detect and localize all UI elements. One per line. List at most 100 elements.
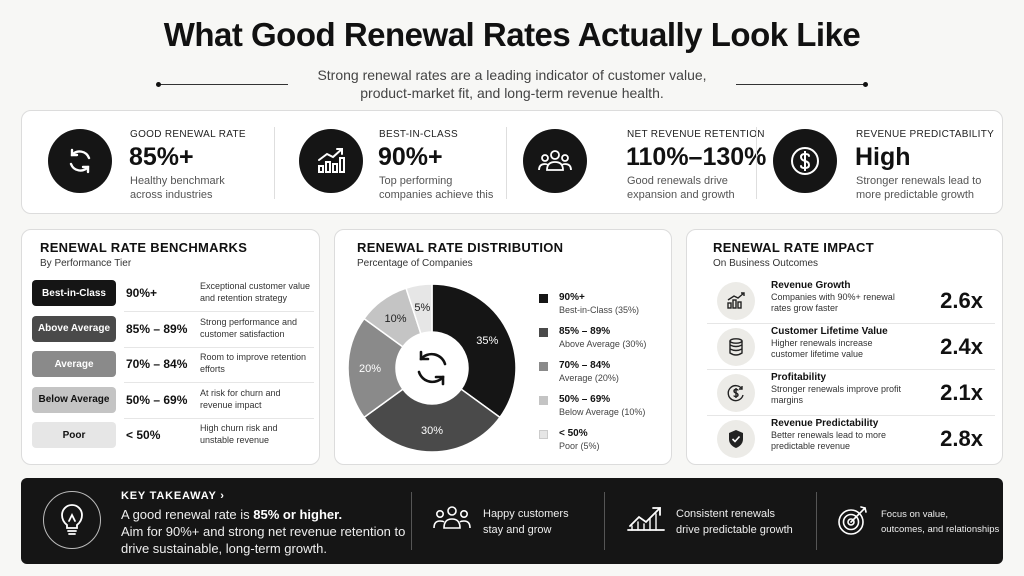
takeaway-item-consistent-renewals: Consistent renewals drive predictable gr… [624, 478, 824, 564]
legend-range: 70% – 84% [559, 360, 611, 371]
kpi-note: Good renewals drive expansion and growth [627, 175, 735, 201]
takeaway-item-text: Consistent renewals drive predictable gr… [676, 506, 793, 538]
pie-slice [362, 388, 502, 453]
takeaway-divider [411, 492, 412, 550]
lightbulb-icon [43, 491, 101, 549]
kpi-label: GOOD RENEWAL RATE [130, 129, 246, 140]
kpi-label: NET REVENUE RETENTION [627, 129, 765, 140]
takeaway-item-text: Happy customers stay and grow [483, 506, 569, 538]
tier-description: At risk for churn and revenue impact [200, 387, 281, 410]
kpi-value: High [855, 143, 911, 171]
tier-row: Below Average 50% – 69% At risk for churn … [32, 385, 314, 419]
tier-row: Average 70% – 84% Room to improve retentio… [32, 349, 314, 383]
takeaway-item-happy-customers: Happy customers stay and grow [431, 478, 601, 564]
dollar-icon [773, 129, 837, 193]
row-divider [707, 369, 995, 370]
tier-pill: Above Average [32, 315, 116, 342]
takeaway-item-line: Focus on value, [881, 509, 949, 520]
subtitle-line-2: product-market fit, and long-term revenu… [360, 85, 664, 101]
legend-tier: Above Average (30%) [559, 339, 647, 349]
row-divider [124, 382, 314, 383]
row-divider [707, 323, 995, 324]
tier-row: Best-in-Class 90%+ Exceptional customer va… [32, 278, 314, 312]
takeaway-item-line: stay and grow [483, 524, 552, 536]
impact-row-description: Better renewals lead to more predictable… [771, 430, 887, 451]
coins-icon [717, 328, 755, 366]
takeaway-item-text: Focus on value, outcomes, and relationsh… [881, 507, 999, 537]
people-icon [523, 129, 587, 193]
legend-range: 85% – 89% [559, 326, 611, 337]
takeaway-text-prefix: A good renewal rate is [121, 507, 254, 522]
title-rule-right [736, 82, 868, 87]
refresh-icon [417, 350, 447, 386]
kpi-divider [756, 127, 757, 199]
impact-row-description: Higher renewals increase customer lifeti… [771, 338, 873, 359]
takeaway-divider [816, 492, 817, 550]
legend-swatch [539, 430, 548, 439]
impact-subtitle: On Business Outcomes [713, 258, 819, 269]
kpi-best-in-class: BEST-IN-CLASS 90%+ Top performing compan… [277, 111, 502, 215]
takeaway-item-line: Happy customers [483, 508, 569, 520]
takeaway-item-line: outcomes, and relationships [881, 524, 1000, 535]
impact-row: Revenue Growth Companies with 90%+ renewa… [697, 278, 995, 324]
row-divider [124, 311, 314, 312]
kpi-label: REVENUE PREDICTABILITY [856, 129, 995, 140]
impact-row-title: Profitability [771, 372, 827, 383]
page-subtitle: Strong renewal rates are a leading indic… [312, 66, 712, 102]
takeaway-item-line: drive predictable growth [676, 524, 793, 536]
impact-panel: RENEWAL RATE IMPACT On Business Outcomes… [686, 229, 1003, 465]
distribution-subtitle: Percentage of Companies [357, 258, 473, 269]
impact-row-value: 2.6x [940, 288, 983, 313]
legend-tier: Average (20%) [559, 373, 619, 383]
row-divider [124, 346, 314, 348]
benchmarks-panel: RENEWAL RATE BENCHMARKS By Performance T… [21, 229, 320, 465]
refresh-icon [48, 129, 112, 193]
donut-chart: 35% 30% 20% 10% 5% [347, 283, 517, 453]
page-title: What Good Renewal Rates Actually Look Li… [163, 16, 861, 53]
legend-tier: Poor (5%) [559, 441, 600, 451]
takeaway-item-focus-on-value: Focus on value, outcomes, and relationsh… [835, 478, 1003, 564]
impact-row-value: 2.8x [940, 426, 983, 451]
kpi-good-renewal-rate: GOOD RENEWAL RATE 85%+ Healthy benchmark… [22, 111, 267, 215]
tier-description: Room to improve retention efforts [200, 352, 307, 374]
kpi-strip: GOOD RENEWAL RATE 85%+ Healthy benchmark… [21, 110, 1003, 214]
target-icon [837, 504, 869, 541]
row-divider [707, 415, 995, 416]
tier-range: 85% – 89% [126, 321, 188, 336]
takeaway-text-bold: 85% or higher. [253, 507, 343, 522]
kpi-note: Top performing companies achieve this [379, 175, 494, 201]
impact-row-value: 2.4x [940, 334, 983, 359]
subtitle-line-1: Strong renewal rates are a leading indic… [317, 67, 707, 83]
slice-label: 30% [421, 425, 443, 437]
takeaway-item-line: Consistent renewals [676, 508, 776, 520]
legend-swatch [539, 294, 548, 303]
benchmarks-title: RENEWAL RATE BENCHMARKS [40, 240, 248, 255]
kpi-value: 90%+ [378, 143, 443, 171]
trend-up-icon [626, 504, 666, 537]
takeaway-text-rest: Aim for 90%+ and strong net revenue rete… [121, 524, 406, 556]
tier-description: Strong performance and customer satisfac… [200, 316, 298, 339]
legend-swatch [539, 396, 548, 405]
tier-pill: Below Average [32, 386, 116, 413]
tier-range: 90%+ [126, 286, 158, 300]
impact-row-title: Revenue Growth [771, 280, 851, 291]
slice-label: 35% [476, 335, 498, 347]
impact-row: Profitability Stronger renewals improve p… [697, 370, 995, 416]
impact-row-description: Stronger renewals improve profit margins [771, 384, 902, 405]
dollar-cycle-icon [717, 374, 755, 412]
tier-row: Poor < 50% High churn risk and unstable re… [32, 420, 314, 454]
tier-range: 70% – 84% [126, 357, 188, 371]
pie-slice [431, 283, 517, 419]
growth-chart-icon [717, 282, 755, 320]
slice-label: 10% [385, 313, 407, 325]
distribution-panel: RENEWAL RATE DISTRIBUTION Percentage of … [334, 229, 672, 465]
slice-label: 5% [414, 302, 430, 314]
tier-pill: Average [32, 351, 116, 377]
legend-tier: Best-in-Class (35%) [559, 305, 640, 315]
kpi-value: 110%–130% [626, 143, 767, 171]
key-takeaway-text: A good renewal rate is 85% or higher. Ai… [121, 506, 421, 557]
shield-check-icon [717, 420, 755, 458]
kpi-divider [274, 127, 275, 199]
tier-pill: Poor [32, 422, 116, 448]
impact-row: Customer Lifetime Value Higher renewals i… [697, 324, 995, 370]
